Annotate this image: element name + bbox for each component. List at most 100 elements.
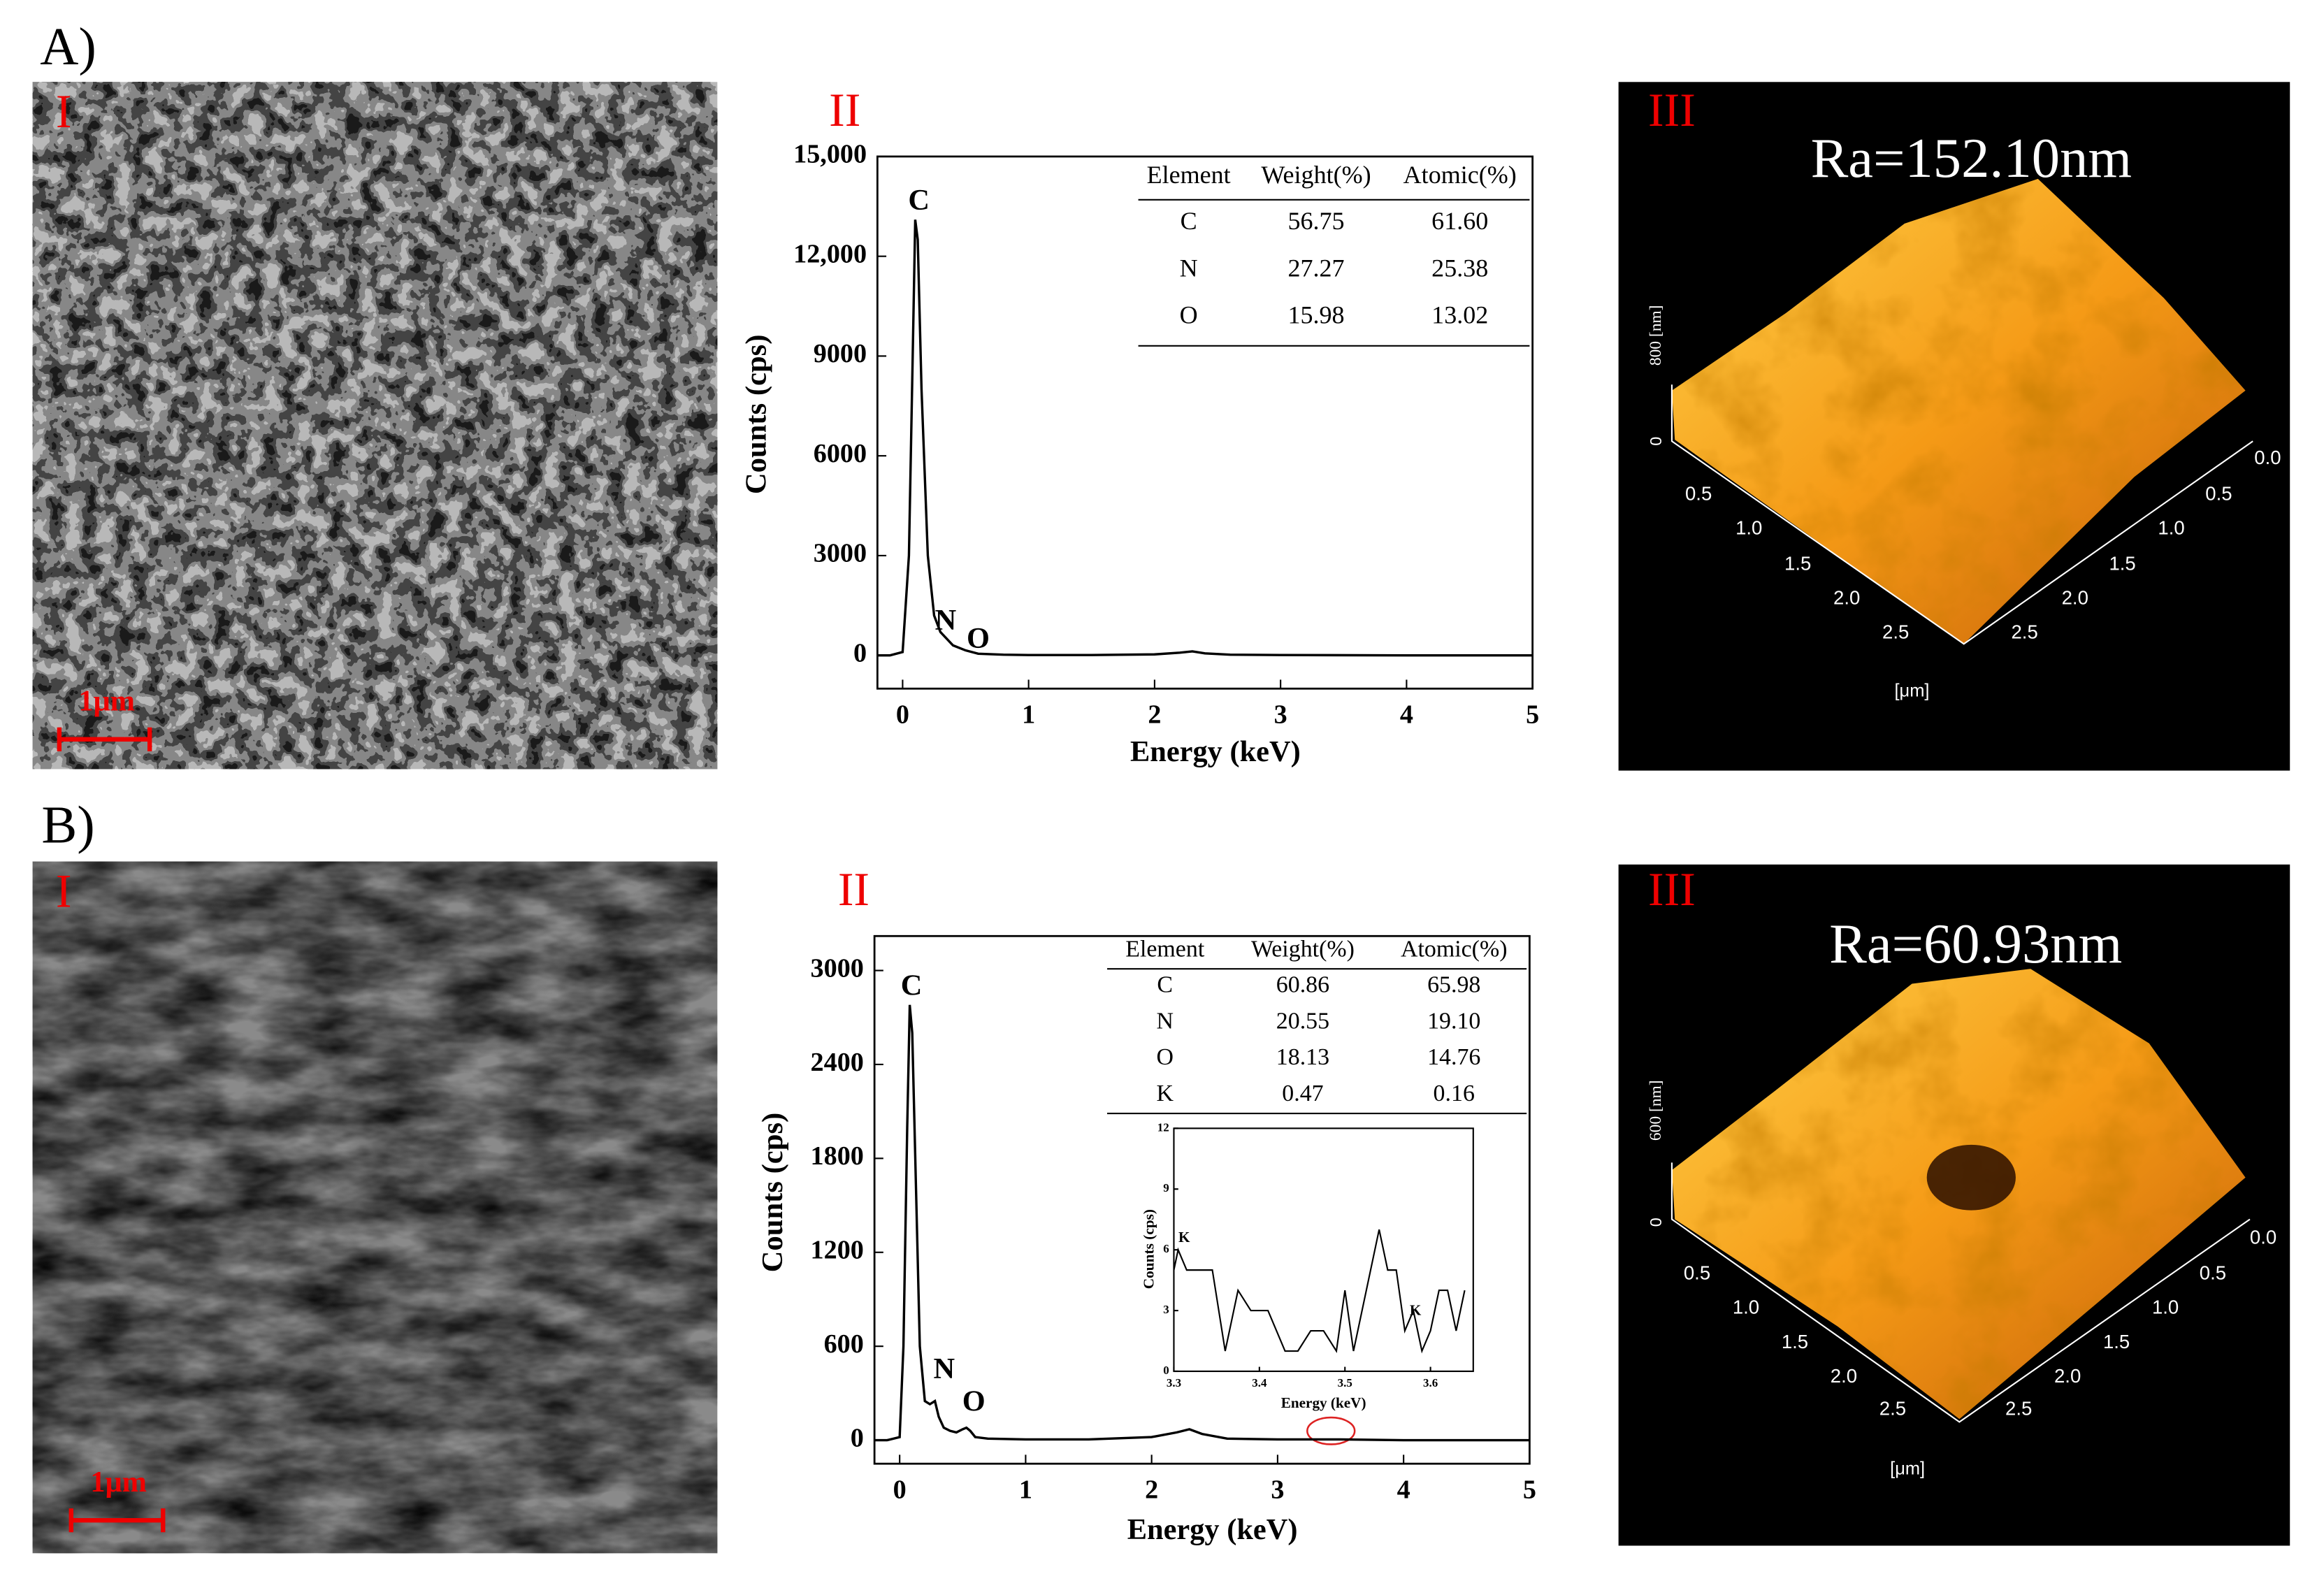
panel-label: B)	[41, 795, 94, 854]
y-axis-label: Counts (cps)	[1140, 1209, 1157, 1289]
x-axis-label: Energy (keV)	[1281, 1394, 1366, 1411]
table-cell: 60.86	[1276, 972, 1329, 998]
afm-tick: 2.0	[1831, 1365, 1857, 1387]
afm-tick: 1.5	[2103, 1331, 2130, 1352]
table-cell: O	[1156, 1044, 1174, 1070]
afm-unit: [μm]	[1895, 681, 1930, 700]
afm-tick: 0.5	[1684, 1262, 1710, 1284]
table-cell: 13.02	[1431, 301, 1488, 328]
x-tick-label: 1	[1022, 700, 1035, 729]
table-cell: 65.98	[1427, 972, 1480, 998]
peak-label: K	[1178, 1229, 1190, 1246]
peak-label: O	[967, 622, 990, 655]
afm-tick: 0.0	[2250, 1226, 2276, 1248]
table-cell: 27.27	[1287, 254, 1344, 282]
afm-tick: 0.5	[1685, 482, 1712, 504]
x-tick-label: 2	[1148, 700, 1161, 729]
peak-label: C	[901, 969, 923, 1002]
afm-tick: 2.0	[2062, 587, 2088, 609]
table-cell: 56.75	[1287, 207, 1344, 235]
z-axis-zero: 0	[1647, 1218, 1665, 1227]
x-tick-label: 3.6	[1423, 1376, 1438, 1389]
table-header: Atomic(%)	[1401, 936, 1508, 962]
x-tick-label: 5	[1523, 1475, 1536, 1504]
afm-unit: [μm]	[1890, 1459, 1925, 1478]
table-cell: 0.47	[1282, 1081, 1323, 1106]
plot-frame	[876, 155, 1534, 690]
y-tick-label: 6000	[814, 439, 867, 468]
y-tick-label: 1200	[811, 1235, 864, 1264]
y-tick-label: 6	[1163, 1242, 1169, 1255]
sem-label: I	[56, 864, 72, 917]
afm-axes	[1670, 384, 2253, 1423]
table-header: Weight(%)	[1261, 161, 1371, 189]
y-tick-label: 3000	[814, 539, 867, 568]
scale-bar-label: 1μm	[90, 1466, 147, 1499]
afm-tick: 1.0	[1733, 1297, 1759, 1318]
afm-tick: 0.5	[2200, 1262, 2226, 1284]
x-tick-label: 0	[896, 700, 909, 729]
z-axis-zero: 0	[1647, 437, 1665, 446]
y-tick-label: 15,000	[793, 140, 867, 169]
afm-tick: 1.5	[2109, 552, 2135, 574]
x-tick-label: 3.4	[1252, 1376, 1267, 1389]
peak-label: N	[935, 604, 957, 637]
table-cell: K	[1156, 1081, 1174, 1106]
table-cell: O	[1180, 301, 1198, 328]
y-tick-label: 0	[1163, 1364, 1169, 1377]
plot-frame	[873, 934, 1531, 1465]
x-tick-label: 4	[1400, 700, 1413, 729]
afm-tick: 2.5	[2005, 1398, 2032, 1420]
y-tick-label: 0	[851, 1423, 864, 1452]
table-cell: 25.38	[1431, 254, 1488, 282]
sem-texture	[32, 861, 718, 1554]
highlight-circle	[1306, 1416, 1356, 1445]
afm-tick: 2.0	[1833, 587, 1860, 609]
peak-label: O	[962, 1385, 986, 1418]
afm-tick: 1.5	[1782, 1331, 1808, 1352]
x-axis-label: Energy (keV)	[1127, 1513, 1298, 1546]
panel-label: A)	[40, 17, 96, 76]
roughness: Ra=152.10nm	[1811, 127, 2132, 189]
table-cell: 61.60	[1431, 207, 1488, 235]
table-cell: 0.16	[1434, 1081, 1475, 1106]
table-cell: 15.98	[1287, 301, 1344, 328]
afm-tick: 2.5	[2012, 621, 2038, 643]
table-header: Element	[1125, 936, 1205, 962]
spectrum-line	[1173, 1229, 1466, 1354]
x-tick-label: 4	[1397, 1475, 1410, 1504]
y-tick-label: 9	[1163, 1181, 1169, 1194]
table-header: Atomic(%)	[1403, 161, 1517, 189]
z-axis-label: 800 [nm]	[1647, 305, 1665, 366]
afm-tick: 2.5	[1879, 1398, 1906, 1420]
x-tick-label: 3	[1271, 1475, 1284, 1504]
peak-label: N	[933, 1352, 955, 1385]
afm-tick: 1.0	[1735, 517, 1762, 538]
table-cell: C	[1157, 972, 1173, 998]
table-cell: N	[1156, 1008, 1174, 1034]
y-tick-label: 12	[1157, 1120, 1169, 1134]
y-axis-label: Counts (cps)	[756, 1113, 789, 1273]
y-tick-label: 2400	[811, 1048, 864, 1077]
afm-label: III	[1648, 862, 1696, 916]
afm-tick: 1.0	[2152, 1297, 2179, 1318]
afm-tick: 2.0	[2054, 1365, 2081, 1387]
x-tick-label: 2	[1145, 1475, 1158, 1504]
spectrum-line	[877, 219, 1533, 657]
afm-tick: 2.5	[1882, 621, 1909, 643]
afm-tick: 1.5	[1784, 552, 1811, 574]
eds-label: II	[838, 862, 869, 916]
table-cell: N	[1180, 254, 1198, 282]
x-tick-label: 3.5	[1338, 1376, 1352, 1389]
x-tick-label: 3	[1274, 700, 1287, 729]
x-axis-label: Energy (keV)	[1130, 735, 1301, 768]
table-cell: 14.76	[1427, 1044, 1480, 1070]
table-header: Element	[1147, 161, 1231, 189]
y-axis-label: Counts (cps)	[740, 335, 773, 495]
x-tick-label: 0	[893, 1475, 907, 1504]
roughness: Ra=60.93nm	[1829, 913, 2122, 975]
y-tick-label: 0	[853, 638, 867, 667]
afm-tick: 1.0	[2158, 517, 2184, 538]
afm-label: III	[1648, 83, 1696, 136]
